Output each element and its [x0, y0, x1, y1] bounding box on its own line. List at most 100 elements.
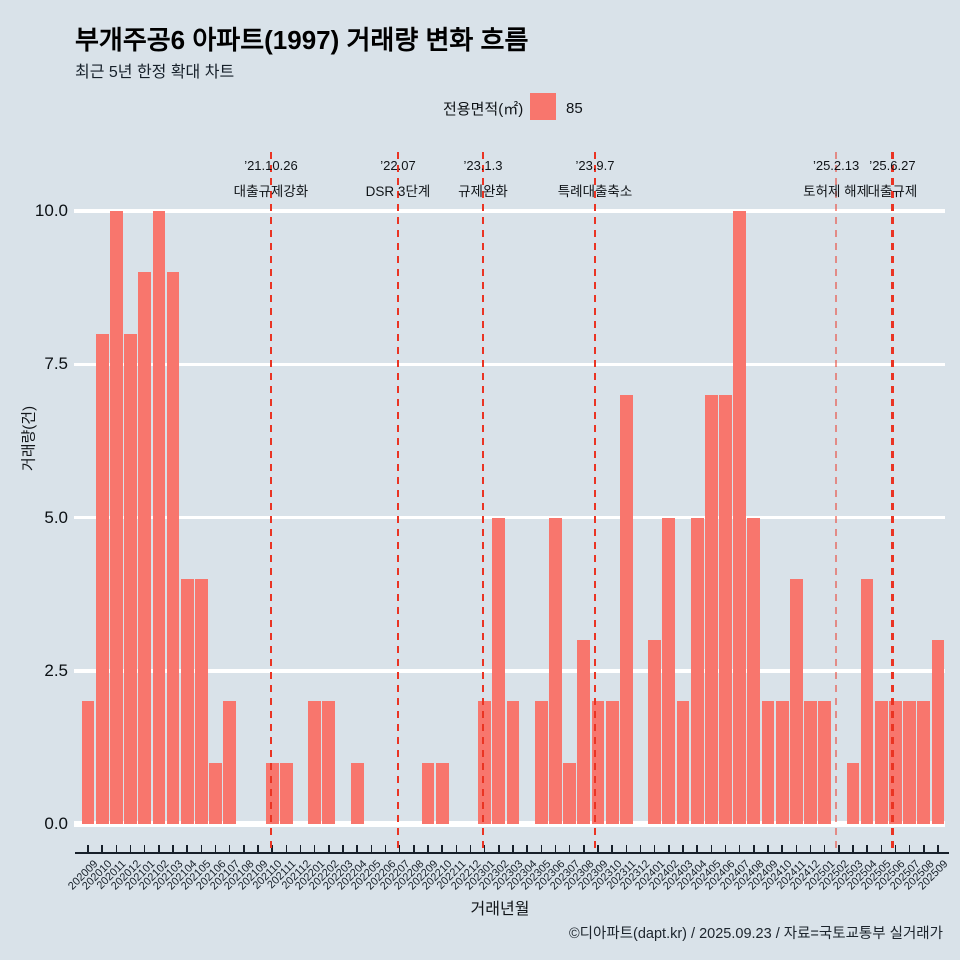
gridline — [74, 669, 945, 673]
x-axis-tick — [328, 845, 330, 852]
bar — [492, 517, 506, 824]
bar — [605, 701, 619, 824]
x-axis-tick — [129, 845, 132, 852]
x-axis-tick — [101, 845, 103, 852]
annotation-line — [891, 152, 894, 853]
annotation-label: 대출규제강화 — [233, 184, 309, 199]
chart-title: 부개주공6 아파트(1997) 거래량 변화 흐름 — [75, 25, 529, 55]
annotation-date: ’23.1.3 — [463, 158, 503, 173]
x-axis-tick — [540, 845, 543, 852]
x-axis-tick — [611, 845, 613, 852]
x-axis-tick — [724, 845, 727, 852]
y-axis-tick-label: 0.0 — [44, 814, 68, 833]
x-axis-tick — [696, 845, 698, 852]
bar — [818, 701, 831, 824]
x-axis-tick — [597, 845, 599, 852]
bar — [534, 701, 548, 824]
bar — [265, 762, 279, 824]
chart-subtitle: 최근 5년 한정 확대 차트 — [75, 64, 235, 81]
x-axis-tick — [767, 845, 769, 852]
x-axis-tick — [498, 845, 500, 852]
bar — [789, 578, 803, 824]
bar — [719, 394, 732, 824]
x-axis-tick — [795, 845, 798, 852]
x-axis-tick — [894, 845, 897, 852]
x-axis-tick — [526, 845, 528, 852]
x-axis-tick — [668, 845, 670, 852]
gridline — [74, 209, 945, 213]
x-axis-tick — [639, 845, 642, 852]
x-axis-tick — [880, 845, 882, 852]
x-axis-tick — [823, 845, 826, 852]
x-axis-tick — [299, 845, 302, 852]
bar — [690, 517, 704, 824]
annotation-date: ’22.07 — [380, 158, 416, 173]
x-axis-tick — [682, 845, 684, 852]
bar — [81, 701, 95, 824]
x-axis-tick — [625, 845, 628, 852]
bar — [662, 517, 676, 824]
bar — [860, 578, 874, 824]
x-axis-tick — [852, 845, 854, 852]
x-axis-tick — [413, 845, 415, 852]
annotation-date: ’25.6.27 — [869, 158, 916, 173]
bar — [846, 762, 860, 824]
bar — [804, 701, 817, 824]
x-axis-tick — [313, 845, 316, 852]
annotation-date: ’23.9.7 — [575, 158, 615, 173]
x-axis-tick — [214, 845, 217, 852]
x-axis-tick — [512, 845, 514, 852]
annotation-label: DSR 3단계 — [365, 184, 431, 199]
bar — [577, 640, 591, 824]
bar — [917, 701, 931, 824]
x-axis-tick — [356, 845, 358, 852]
x-axis-tick — [186, 845, 188, 852]
bar — [903, 701, 916, 824]
annotation-label: 대출규제 — [867, 184, 918, 199]
x-axis-tick — [87, 845, 89, 852]
bar — [931, 640, 945, 824]
x-axis-tick — [866, 845, 868, 852]
x-axis-tick — [172, 845, 174, 852]
annotation-date: ’21.10.26 — [244, 158, 298, 173]
bar — [421, 762, 435, 824]
bar — [563, 762, 577, 824]
legend-title: 전용면적(㎡) — [443, 101, 524, 118]
x-axis-tick — [653, 845, 656, 852]
x-axis-tick — [243, 845, 245, 852]
gridline — [74, 515, 945, 520]
gridline — [74, 821, 945, 827]
footer-credit: ©디아파트(dapt.kr) / 2025.09.23 / 자료=국토교통부 실… — [568, 926, 943, 942]
bar — [747, 517, 761, 824]
x-axis-tick — [370, 845, 373, 852]
bar — [180, 578, 194, 824]
legend-swatch — [530, 93, 556, 120]
bar — [322, 701, 336, 824]
bar — [95, 333, 109, 824]
bar — [308, 701, 322, 824]
x-axis-tick — [143, 845, 146, 852]
x-axis-tick — [738, 845, 741, 852]
x-axis-tick — [937, 845, 939, 852]
gridline — [74, 362, 945, 366]
bar — [619, 394, 633, 824]
x-axis-tick — [441, 845, 443, 852]
x-axis-tick — [342, 845, 344, 852]
bar — [350, 762, 364, 824]
bar — [124, 333, 137, 824]
y-axis-title: 거래량(건) — [20, 405, 38, 472]
legend-value: 85 — [566, 100, 583, 117]
x-axis-tick — [781, 845, 783, 852]
x-axis-tick — [228, 845, 231, 852]
x-axis-tick — [257, 845, 259, 852]
x-axis-line — [75, 852, 949, 854]
y-axis-tick-label: 2.5 — [44, 660, 68, 680]
bar — [775, 701, 789, 824]
annotation-label: 규제완화 — [458, 184, 508, 199]
x-axis-tick — [838, 845, 840, 852]
y-axis-tick-label: 10.0 — [34, 201, 68, 220]
x-axis-tick — [710, 845, 713, 852]
bar — [110, 211, 123, 824]
bar — [478, 701, 492, 824]
